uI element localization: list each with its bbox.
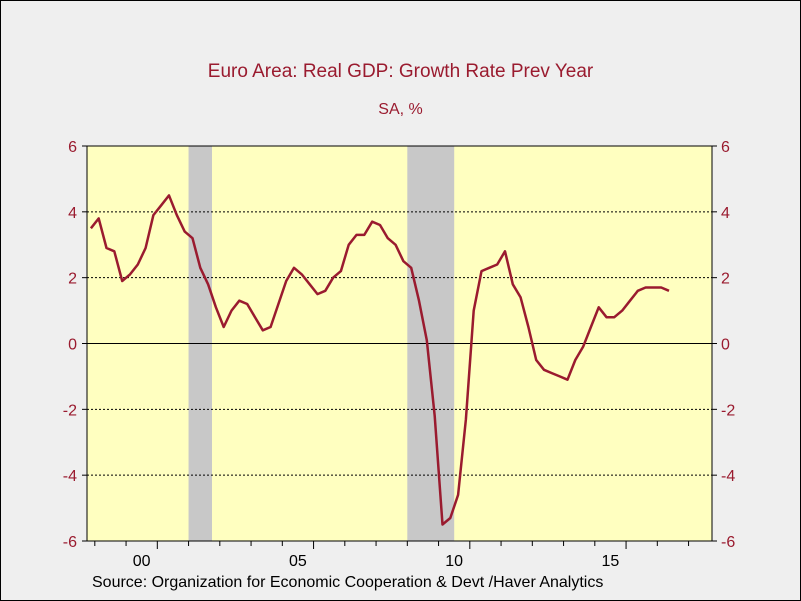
y-tick-label-right: -2: [721, 402, 735, 419]
x-tick-label: 15: [602, 553, 620, 570]
chart-source: Source: Organization for Economic Cooper…: [92, 574, 604, 591]
y-tick-label-right: -6: [721, 534, 735, 551]
chart-subtitle: SA, %: [378, 101, 423, 118]
y-tick-label-right: 0: [721, 337, 730, 354]
x-tick-label: 05: [289, 553, 307, 570]
y-tick-label-left: 0: [68, 337, 77, 354]
y-tick-label-left: 4: [68, 205, 77, 222]
y-tick-label-right: 2: [721, 271, 730, 288]
y-tick-label-left: -2: [63, 402, 77, 419]
y-tick-label-left: 2: [68, 271, 77, 288]
series-line-1: [89, 194, 670, 526]
x-tick-label: 10: [445, 553, 463, 570]
y-tick-label-left: 6: [68, 139, 77, 156]
y-tick-label-right: 6: [721, 139, 730, 156]
y-tick-label-left: -6: [63, 534, 77, 551]
y-tick-label-left: -4: [63, 468, 77, 485]
y-tick-label-right: 4: [721, 205, 730, 222]
x-tick-label: 00: [133, 553, 151, 570]
y-tick-label-right: -4: [721, 468, 735, 485]
chart-title: Euro Area: Real GDP: Growth Rate Prev Ye…: [207, 61, 594, 82]
